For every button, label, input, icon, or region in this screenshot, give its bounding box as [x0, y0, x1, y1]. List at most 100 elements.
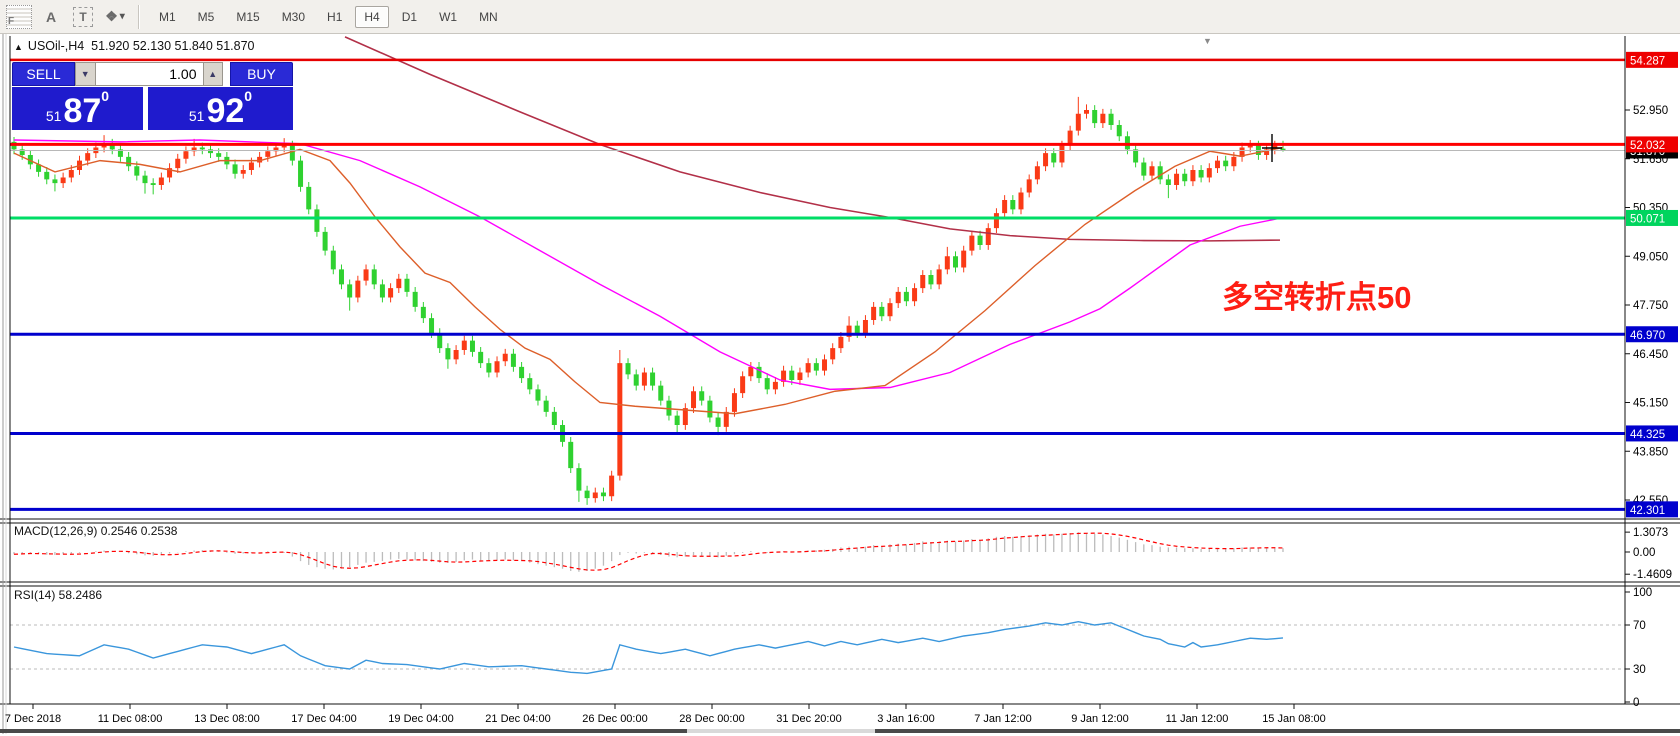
text-tool-glyph: A: [45, 8, 57, 25]
candle-body: [912, 288, 918, 302]
scrollbar-track[interactable]: [687, 729, 875, 733]
date-label: 7 Dec 2018: [5, 713, 61, 725]
candle-body: [44, 171, 50, 180]
candle-body: [1165, 179, 1171, 185]
collapse-triangle-icon[interactable]: ▲: [14, 42, 23, 52]
rsi-tick-label: 0: [1633, 697, 1639, 709]
price-tick-label: 47.750: [1633, 300, 1668, 312]
candle-body: [772, 381, 778, 390]
date-label: 17 Dec 04:00: [291, 713, 356, 725]
symbol-timeframe-label: USOil-,H4: [27, 39, 85, 53]
candle-body: [674, 415, 680, 425]
candle-body: [314, 209, 320, 232]
buy-price-tile[interactable]: 51 92 0: [148, 87, 293, 130]
text-tool-icon[interactable]: A: [38, 5, 64, 29]
macd-label: MACD(12,26,9) 0.2546 0.2538: [14, 524, 178, 538]
candle-body: [363, 269, 369, 281]
date-label: 21 Dec 04:00: [485, 713, 550, 725]
timeframe-button-H4[interactable]: H4: [355, 5, 389, 28]
candle-body: [1223, 160, 1229, 167]
timeframe-button-H1[interactable]: H1: [327, 9, 343, 24]
rsi-label: RSI(14) 58.2486: [14, 588, 103, 602]
scrollbar-thumb[interactable]: [875, 729, 1680, 733]
sell-price-tile[interactable]: 51 87 0: [12, 87, 143, 130]
chevron-down-icon: ▾: [119, 11, 125, 22]
date-axis: 7 Dec 2018 11 Dec 08:00 13 Dec 08:00 17 Dec…: [5, 704, 1326, 725]
rsi-tick-label: 30: [1633, 664, 1646, 676]
candle-body: [641, 372, 647, 386]
candle-body: [265, 151, 271, 157]
candle-body: [281, 145, 287, 148]
candle-body: [764, 378, 770, 390]
drawing-tools-icon[interactable]: ❖ ▾: [102, 5, 128, 29]
timeframe-button-W1[interactable]: W1: [439, 9, 458, 24]
chart-shift-marker-icon[interactable]: ▼: [1203, 36, 1212, 46]
candle-body: [52, 179, 58, 184]
candle-body: [731, 393, 737, 412]
candle-body: [895, 291, 901, 304]
candle-body: [248, 162, 254, 170]
sell-price-point: 0: [101, 88, 110, 104]
candle-body: [707, 400, 713, 418]
date-label: 13 Dec 08:00: [194, 713, 259, 725]
rsi-line: [13, 620, 1284, 675]
timeframe-button-M15[interactable]: M15: [236, 9, 260, 24]
date-label: 7 Jan 12:00: [974, 713, 1032, 725]
date-label: 11 Dec 08:00: [98, 713, 163, 725]
text-label-glyph: T: [73, 6, 93, 27]
buy-button[interactable]: BUY: [229, 62, 293, 86]
volume-decrease-button[interactable]: ▼: [75, 62, 96, 86]
candle-body: [609, 475, 615, 497]
level-badge-42301: 42.301: [1626, 501, 1678, 518]
macd-tick-label: 1.3073: [1633, 527, 1668, 539]
price-axis: 52.95051.65050.35049.05047.75046.45045.1…: [1625, 105, 1672, 709]
volume-input[interactable]: [95, 62, 203, 86]
candle-body: [748, 366, 754, 377]
candle-body: [920, 275, 926, 289]
candle-body: [494, 361, 500, 373]
timeframe-button-MN[interactable]: MN: [479, 9, 498, 24]
buy-price-point: 0: [244, 88, 253, 104]
rsi-tick-label: 70: [1633, 620, 1646, 632]
candle-body: [510, 353, 516, 367]
timeframe-button-D1[interactable]: D1: [401, 9, 418, 24]
indicators-window-icon[interactable]: F: [6, 4, 32, 29]
timeframe-button-M5[interactable]: M5: [197, 9, 215, 24]
candle-body: [68, 170, 74, 178]
level-badge-44325: 44.325: [1626, 425, 1678, 442]
candle-body: [461, 340, 467, 350]
candle-body: [191, 147, 197, 152]
candle-body: [1280, 148, 1286, 151]
candle-body: [445, 348, 451, 360]
candle-body: [822, 359, 828, 371]
candle-body: [232, 164, 238, 174]
candle-body: [469, 340, 475, 352]
timeframe-button-M30[interactable]: M30: [281, 9, 306, 24]
price-tick-label: 43.850: [1633, 446, 1668, 458]
cross-marker[interactable]: [1262, 134, 1282, 162]
macd-signal-line: [13, 532, 1283, 571]
candle-body: [478, 351, 484, 364]
candle-body: [600, 492, 606, 497]
candle-body: [85, 153, 91, 161]
text-label-tool-icon[interactable]: T: [70, 5, 96, 29]
sell-price-big-digits: 87: [63, 92, 102, 130]
price-tick-label: 52.950: [1633, 105, 1668, 117]
candle-body: [126, 156, 132, 167]
candle-body: [1067, 130, 1073, 146]
candle-body: [568, 441, 574, 469]
chart-canvas[interactable]: 52.95051.65050.35049.05047.75046.45045.1…: [0, 34, 1680, 736]
candle-body: [879, 306, 885, 317]
volume-increase-button[interactable]: ▲: [202, 62, 223, 86]
svg-text:44.325: 44.325: [1630, 429, 1665, 441]
candle-body: [887, 303, 893, 317]
candle-body: [158, 177, 164, 185]
candle-body: [167, 168, 173, 178]
sell-button[interactable]: SELL: [12, 62, 76, 86]
chart-window: 52.950 51.650 50.350 49.050 47.750 46.450 45.1…: [0, 34, 1680, 736]
candle-body: [1100, 113, 1106, 124]
candle-body: [576, 468, 582, 491]
timeframe-button-M1[interactable]: M1: [159, 9, 176, 24]
scrollbar-thumb[interactable]: [0, 729, 687, 733]
